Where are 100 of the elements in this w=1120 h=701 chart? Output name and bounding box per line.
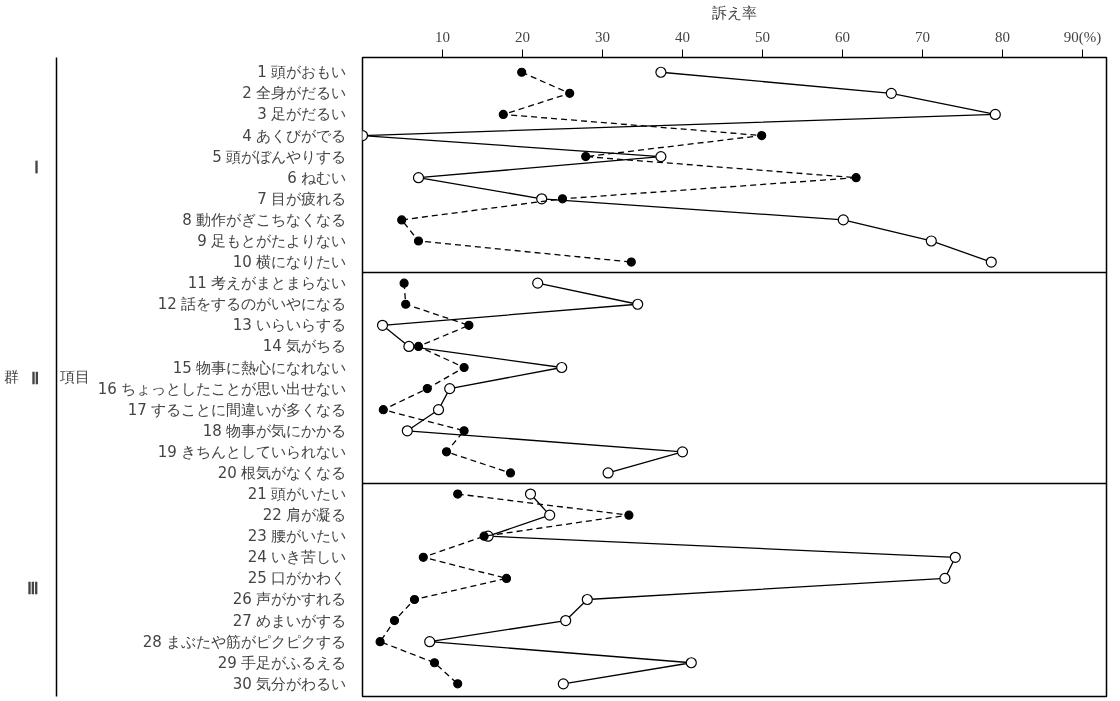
point xyxy=(376,319,389,331)
point xyxy=(655,66,667,78)
point xyxy=(418,552,428,562)
y-tick-label: 19 きちんとしていられない xyxy=(157,442,347,461)
point xyxy=(557,678,569,690)
point xyxy=(397,215,407,225)
point xyxy=(409,594,420,605)
x-tick-label: 10 xyxy=(435,28,450,45)
point xyxy=(581,593,593,606)
y-axis-title: 項目 xyxy=(58,368,90,386)
text: Ⅲ xyxy=(26,579,39,599)
point xyxy=(885,87,897,99)
point xyxy=(444,383,456,395)
y-tick-label: 9 足もとがたよりない xyxy=(197,231,347,250)
point xyxy=(565,88,575,98)
x-tick-label: 30 xyxy=(595,28,610,45)
point xyxy=(459,426,469,436)
y-tick-label: 13 いらいらする xyxy=(232,316,347,335)
y-tick-label: 5 頭がぼんやりする xyxy=(212,147,347,166)
point xyxy=(624,510,634,520)
point xyxy=(837,214,849,226)
point xyxy=(532,277,544,289)
point xyxy=(505,468,516,478)
y-tick-label: 14 気がちる xyxy=(262,337,347,356)
point xyxy=(413,236,424,246)
point xyxy=(655,151,667,163)
point xyxy=(581,152,591,162)
x-tick-label: 60 xyxy=(835,28,850,45)
y-tick-label: 1 頭がおもい xyxy=(257,63,347,82)
x-axis-title: 訴え率 xyxy=(712,3,757,22)
x-tick-label: 20 xyxy=(515,28,530,45)
y-tick-label: 16 ちょっとしたことが思い出せない xyxy=(97,379,347,398)
y-tick-label: 10 横になりたい xyxy=(232,253,347,272)
point xyxy=(453,489,463,499)
point xyxy=(399,278,409,288)
point xyxy=(626,257,636,267)
point xyxy=(389,615,400,626)
point xyxy=(949,551,961,563)
point xyxy=(517,67,527,77)
y-tick-label: 3 足がだるい xyxy=(257,105,347,124)
point xyxy=(498,109,508,120)
y-tick-label: 20 根気がなくなる xyxy=(217,463,347,482)
y-tick-label: 4 あくびがでる xyxy=(242,126,347,145)
point xyxy=(412,172,425,184)
point xyxy=(479,531,489,541)
y-tick-label: 17 することに間違いが多くなる xyxy=(127,400,347,419)
y-tick-label: 28 まぶたや筋がピクピクする xyxy=(142,632,347,651)
y-tick-label: 8 動作がぎこちなくなる xyxy=(182,210,347,229)
point xyxy=(422,384,432,394)
y-tick-label: 22 肩が凝る xyxy=(262,506,347,525)
y-tick-label: 2 全身がだるい xyxy=(242,84,347,103)
y-tick-label: 21 頭がいたい xyxy=(247,485,347,504)
point xyxy=(851,173,861,183)
point xyxy=(985,256,997,268)
point xyxy=(375,637,385,647)
x-tick-label: 70 xyxy=(915,28,930,45)
point xyxy=(685,657,697,669)
point xyxy=(557,194,568,204)
point xyxy=(501,573,512,583)
y-tick-label: 7 目が疲れる xyxy=(257,189,347,208)
y-tick-label: 24 いき苦しい xyxy=(247,548,347,567)
point xyxy=(378,405,388,415)
point xyxy=(459,362,469,373)
point xyxy=(401,299,411,309)
point xyxy=(602,467,614,479)
point xyxy=(676,446,689,458)
point xyxy=(544,509,556,521)
y-tick-label: 26 声がかすれる xyxy=(232,590,347,609)
y-tick-label: 27 めまいがする xyxy=(232,611,347,630)
y-tick-label: 11 考えがまとまらない xyxy=(187,274,347,293)
y-tick-label: 6 ねむい xyxy=(287,168,347,187)
point xyxy=(432,404,445,416)
point xyxy=(939,572,951,584)
y-tick-label: 29 手足がふるえる xyxy=(217,653,347,672)
point xyxy=(556,361,568,374)
x-tick-label: 50 xyxy=(755,28,770,45)
y-tick-label: 30 気分がわるい xyxy=(232,674,347,693)
point xyxy=(441,447,452,457)
point xyxy=(453,679,463,689)
point xyxy=(632,298,644,310)
point xyxy=(424,636,436,648)
point xyxy=(560,614,572,627)
point xyxy=(401,425,413,437)
point xyxy=(429,658,440,668)
point xyxy=(989,108,1001,121)
y-tick-label: 18 物事が気にかかる xyxy=(202,421,347,440)
y-tick-label: 25 口がかわく xyxy=(247,569,347,588)
y-tick-label: 12 話をするのがいやになる xyxy=(157,295,347,314)
point xyxy=(413,341,424,352)
y-tick-label: 15 物事に熱心になれない xyxy=(172,358,347,377)
x-tick-label: 90(%) xyxy=(1063,28,1102,46)
x-tick-label: 40 xyxy=(675,28,690,45)
point xyxy=(524,488,537,500)
point xyxy=(757,130,767,141)
text: 群 xyxy=(3,368,19,386)
x-tick-label: 80 xyxy=(995,28,1010,45)
point xyxy=(464,320,474,330)
text: Ⅱ xyxy=(30,368,39,388)
text: Ⅰ xyxy=(33,157,39,177)
point xyxy=(403,340,415,353)
